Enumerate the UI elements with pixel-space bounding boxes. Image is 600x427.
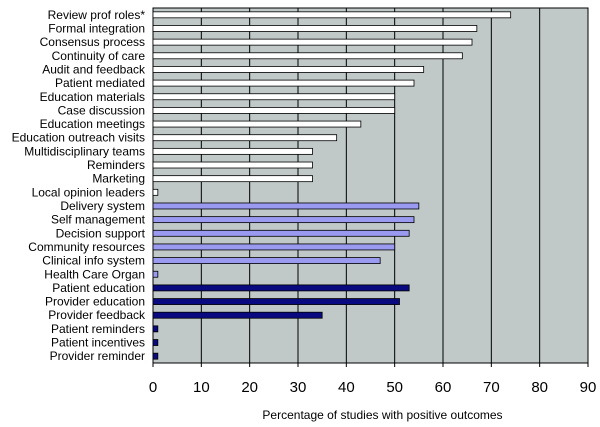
bar [152, 93, 396, 101]
bar [152, 11, 512, 19]
category-label: Reminders [87, 158, 145, 172]
bar [152, 52, 463, 60]
bar [152, 79, 415, 87]
bar [152, 325, 159, 333]
category-label: Education materials [40, 90, 145, 104]
category-label: Formal integration [48, 21, 145, 35]
plot-area [152, 7, 589, 364]
bar [152, 120, 362, 128]
bar [152, 352, 159, 360]
bar [152, 175, 313, 183]
category-label: Provider education [45, 295, 145, 309]
x-tick-label: 10 [193, 379, 210, 396]
category-label: Decision support [56, 226, 146, 240]
bars [152, 11, 512, 360]
bar [152, 284, 410, 292]
bar [152, 134, 338, 142]
category-label: Education outreach visits [12, 131, 145, 145]
bar [152, 257, 381, 264]
x-tick-label: 20 [241, 379, 258, 396]
category-label: Multidisciplinary teams [24, 144, 145, 158]
category-label: Patient reminders [51, 322, 145, 336]
bar [152, 66, 425, 73]
bar [152, 147, 313, 155]
x-tick-label: 90 [580, 379, 597, 396]
category-label: Local opinion leaders [32, 185, 145, 199]
category-labels: Review prof roles*Formal integrationCons… [12, 8, 146, 363]
category-label: Community resources [28, 240, 145, 254]
bar [152, 270, 159, 278]
x-tick-label: 60 [435, 379, 452, 396]
category-label: Self management [51, 213, 146, 227]
bar [152, 202, 420, 210]
category-label: Patient incentives [51, 336, 145, 350]
x-tick-label: 80 [531, 379, 548, 396]
bar [152, 161, 313, 169]
category-label: Delivery system [60, 199, 145, 213]
category-label: Patient mediated [55, 76, 145, 90]
category-label: Marketing [92, 172, 145, 186]
category-label: Patient education [52, 281, 145, 295]
category-label: Audit and feedback [42, 62, 146, 76]
x-tick-label: 70 [483, 379, 500, 396]
x-tick-label: 40 [338, 379, 355, 396]
category-label: Health Care Organ [44, 267, 145, 281]
category-label: Review prof roles* [48, 8, 146, 22]
x-tick-label: 50 [386, 379, 403, 396]
bar [152, 107, 396, 114]
category-label: Case discussion [58, 103, 145, 117]
category-label: Provider feedback [48, 308, 146, 322]
category-label: Clinical info system [42, 254, 145, 268]
x-tick-label: 0 [149, 379, 157, 396]
category-label: Provider reminder [50, 349, 145, 363]
category-label: Education meetings [40, 117, 145, 131]
category-label: Consensus process [40, 35, 145, 49]
bar [152, 216, 415, 224]
bar [152, 25, 478, 32]
x-axis-title: Percentage of studies with positive outc… [262, 408, 502, 422]
bar [152, 38, 473, 46]
bar [152, 311, 323, 319]
x-tick-labels: 0 10 20 30 40 50 60 70 80 90 [149, 363, 597, 396]
bar [152, 188, 159, 196]
bar [152, 229, 410, 237]
bar [152, 339, 159, 346]
x-tick-label: 30 [290, 379, 307, 396]
bar [152, 298, 400, 305]
bar [152, 243, 396, 251]
category-label: Continuity of care [52, 49, 146, 63]
